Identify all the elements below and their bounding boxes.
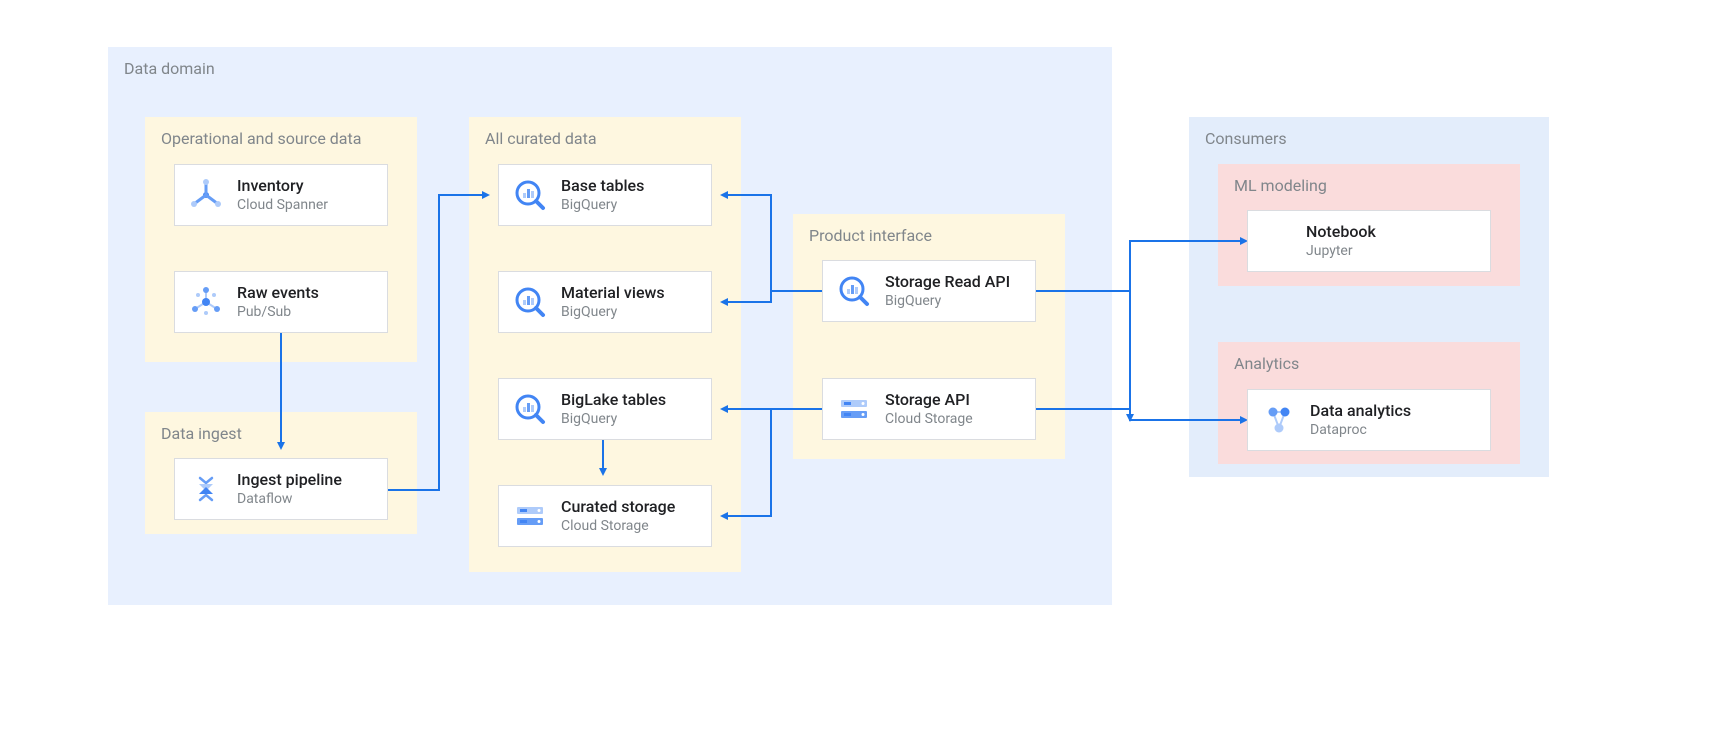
node-title: Raw events <box>237 283 319 304</box>
pubsub-icon <box>189 285 223 319</box>
node-subtitle: Cloud Storage <box>885 410 973 428</box>
bigquery-icon <box>837 274 871 308</box>
node-subtitle: Dataproc <box>1310 421 1411 439</box>
node-subtitle: BigQuery <box>561 303 665 321</box>
storage-icon <box>513 499 547 533</box>
group-title: Analytics <box>1234 354 1504 373</box>
node-notebook: Notebook Jupyter <box>1247 210 1491 272</box>
group-title: Product interface <box>809 226 1049 245</box>
node-title: Curated storage <box>561 497 675 518</box>
dataproc-icon <box>1262 403 1296 437</box>
node-title: Notebook <box>1306 222 1376 243</box>
node-subtitle: Cloud Spanner <box>237 196 328 214</box>
node-title: BigLake tables <box>561 390 666 411</box>
group-title: All curated data <box>485 129 725 148</box>
node-base-tables: Base tables BigQuery <box>498 164 712 226</box>
node-title: Inventory <box>237 176 328 197</box>
node-subtitle: BigQuery <box>885 292 1010 310</box>
node-title: Base tables <box>561 176 644 197</box>
node-title: Material views <box>561 283 665 304</box>
node-subtitle: Cloud Storage <box>561 517 675 535</box>
node-subtitle: BigQuery <box>561 196 644 214</box>
node-subtitle: Pub/Sub <box>237 303 319 321</box>
node-material-views: Material views BigQuery <box>498 271 712 333</box>
bigquery-icon <box>513 285 547 319</box>
node-raw-events: Raw events Pub/Sub <box>174 271 388 333</box>
group-title: Data domain <box>124 59 1096 78</box>
group-title: Operational and source data <box>161 129 401 148</box>
dataflow-icon <box>189 472 223 506</box>
node-subtitle: Dataflow <box>237 490 342 508</box>
node-title: Storage API <box>885 390 973 411</box>
node-title: Ingest pipeline <box>237 470 342 491</box>
bigquery-icon <box>513 178 547 212</box>
node-biglake-tables: BigLake tables BigQuery <box>498 378 712 440</box>
node-storage-api: Storage API Cloud Storage <box>822 378 1036 440</box>
node-title: Data analytics <box>1310 401 1411 422</box>
node-inventory: Inventory Cloud Spanner <box>174 164 388 226</box>
node-curated-storage: Curated storage Cloud Storage <box>498 485 712 547</box>
group-title: Data ingest <box>161 424 401 443</box>
group-title: ML modeling <box>1234 176 1504 195</box>
storage-icon <box>837 392 871 426</box>
diagram-canvas: Data domain Operational and source data … <box>0 0 1736 754</box>
spanner-icon <box>189 178 223 212</box>
node-storage-read-api: Storage Read API BigQuery <box>822 260 1036 322</box>
group-title: Consumers <box>1205 129 1533 148</box>
node-title: Storage Read API <box>885 272 1010 293</box>
bigquery-icon <box>513 392 547 426</box>
node-ingest-pipeline: Ingest pipeline Dataflow <box>174 458 388 520</box>
node-subtitle: Jupyter <box>1306 242 1376 260</box>
node-data-analytics: Data analytics Dataproc <box>1247 389 1491 451</box>
node-subtitle: BigQuery <box>561 410 666 428</box>
